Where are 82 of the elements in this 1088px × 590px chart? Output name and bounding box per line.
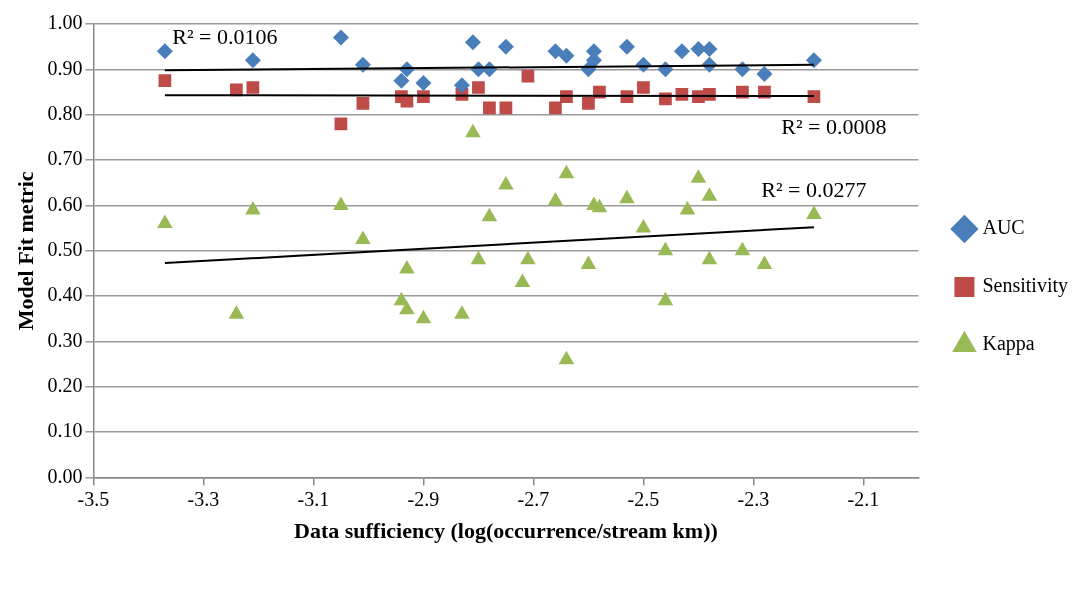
point xyxy=(454,305,470,319)
point xyxy=(582,97,595,110)
legend-label: AUC xyxy=(982,216,1025,239)
point xyxy=(415,309,432,324)
x-tick-label: -2.9 xyxy=(407,487,440,510)
point xyxy=(355,230,371,244)
point xyxy=(470,250,487,265)
point xyxy=(558,164,575,179)
x-tick-label: -2.1 xyxy=(847,487,880,510)
y-tick-label: 0.20 xyxy=(47,374,83,397)
point xyxy=(334,117,348,131)
point xyxy=(399,259,415,274)
point xyxy=(356,97,370,110)
point xyxy=(756,65,773,82)
point xyxy=(244,52,261,69)
x-tick-label: -3.1 xyxy=(297,487,330,510)
point xyxy=(806,205,822,220)
point xyxy=(158,74,172,88)
point xyxy=(618,38,635,55)
y-axis-title: Model Fit metric xyxy=(12,171,38,331)
legend-label: Kappa xyxy=(982,332,1035,356)
point xyxy=(549,101,562,115)
point xyxy=(521,69,535,83)
y-tick-label: 0.50 xyxy=(47,238,83,261)
point xyxy=(580,255,597,269)
point xyxy=(157,214,173,229)
point xyxy=(483,101,496,115)
point xyxy=(558,350,575,365)
point xyxy=(399,300,415,315)
point xyxy=(734,241,751,256)
point xyxy=(514,273,531,288)
point xyxy=(246,81,260,94)
point xyxy=(498,176,514,190)
x-tick-label: -2.5 xyxy=(627,487,660,510)
point xyxy=(465,123,481,138)
point xyxy=(619,189,635,204)
point xyxy=(756,255,773,269)
point xyxy=(657,291,674,306)
legend-label: Sensitivity xyxy=(982,274,1069,298)
point xyxy=(393,72,410,89)
point xyxy=(520,250,536,265)
point xyxy=(245,200,261,215)
y-tick-label: 0.60 xyxy=(47,192,83,215)
point xyxy=(679,200,696,215)
annotation: R² = 0.0008 xyxy=(781,113,887,139)
point xyxy=(228,305,245,319)
point xyxy=(547,191,564,206)
point xyxy=(591,198,608,213)
point xyxy=(701,187,718,201)
point xyxy=(690,169,707,183)
y-tick-label: 0.40 xyxy=(47,283,83,306)
point xyxy=(332,29,349,46)
point xyxy=(497,38,514,55)
point xyxy=(472,81,485,94)
annotation: R² = 0.0106 xyxy=(172,24,278,50)
annotation: R² = 0.0277 xyxy=(761,176,867,202)
x-tick-label: -3.3 xyxy=(187,487,220,510)
y-tick-label: 0.70 xyxy=(47,147,83,170)
point xyxy=(701,250,718,265)
point xyxy=(453,77,470,94)
y-tick-label: 0.00 xyxy=(47,464,83,487)
point xyxy=(673,43,690,60)
point xyxy=(481,207,498,222)
point xyxy=(558,47,575,64)
point xyxy=(547,43,564,60)
x-tick-label: -3.5 xyxy=(77,487,110,510)
y-tick-label: 0.30 xyxy=(47,328,83,351)
point xyxy=(333,196,349,210)
point xyxy=(464,34,481,51)
y-tick-label: 1.00 xyxy=(47,11,83,34)
point xyxy=(657,241,674,256)
y-tick-label: 0.80 xyxy=(47,101,83,124)
x-axis-title: Data sufficiency (log(occurrence/stream km)) xyxy=(294,518,718,544)
point xyxy=(156,43,173,60)
x-tick-label: -2.7 xyxy=(517,487,550,510)
y-tick-label: 0.90 xyxy=(47,56,83,79)
point xyxy=(805,52,822,69)
point xyxy=(635,219,652,233)
x-tick-label: -2.3 xyxy=(737,487,770,510)
point xyxy=(637,81,650,94)
point xyxy=(415,74,432,91)
y-tick-label: 0.10 xyxy=(47,419,83,442)
